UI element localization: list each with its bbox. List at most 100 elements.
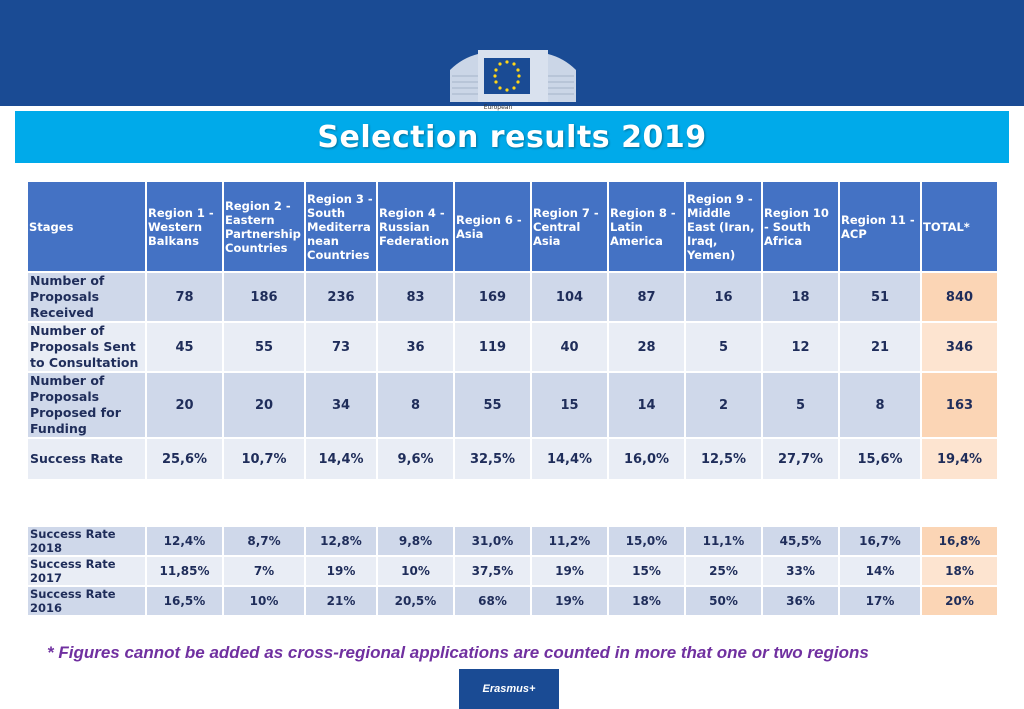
table-cell: 14,4% [306, 439, 376, 479]
table-cell: 8 [840, 373, 920, 437]
table-cell: 45,5% [763, 527, 838, 555]
table-cell: 11,1% [686, 527, 761, 555]
total-cell: 16,8% [922, 527, 997, 555]
column-header: Region 4 - Russian Federation [378, 182, 453, 271]
total-cell: 840 [922, 273, 997, 321]
table-cell: 104 [532, 273, 607, 321]
table-row: Success Rate 2017 11,85% 7% 19% 10% 37,5… [28, 557, 997, 585]
table-cell: 14,4% [532, 439, 607, 479]
table-cell: 11,2% [532, 527, 607, 555]
table-cell: 40 [532, 323, 607, 371]
table-cell: 5 [686, 323, 761, 371]
table-cell: 16,5% [147, 587, 222, 615]
table-cell: 20,5% [378, 587, 453, 615]
total-cell: 20% [922, 587, 997, 615]
column-header: Region 11 - ACP [840, 182, 920, 271]
table-cell: 5 [763, 373, 838, 437]
table-cell: 78 [147, 273, 222, 321]
table-cell: 87 [609, 273, 684, 321]
table-cell: 15 [532, 373, 607, 437]
column-header: Region 2 - Eastern Partnership Countries [224, 182, 304, 271]
column-header: Region 7 - Central Asia [532, 182, 607, 271]
table-cell: 169 [455, 273, 530, 321]
column-header: Region 8 - Latin America [609, 182, 684, 271]
total-cell: 163 [922, 373, 997, 437]
row-label: Number of Proposals Proposed for Funding [28, 373, 145, 437]
table-cell: 68% [455, 587, 530, 615]
table-cell: 51 [840, 273, 920, 321]
table-cell: 19% [532, 557, 607, 585]
table-cell: 16 [686, 273, 761, 321]
european-commission-logo-icon [450, 50, 576, 102]
table-cell: 36 [378, 323, 453, 371]
erasmus-plus-badge: Erasmus+ [459, 669, 559, 709]
total-cell: 18% [922, 557, 997, 585]
table-cell: 16,0% [609, 439, 684, 479]
table-cell: 15% [609, 557, 684, 585]
table-cell: 9,6% [378, 439, 453, 479]
row-label: Success Rate [28, 439, 145, 479]
historical-success-rates-table: Success Rate 2018 12,4% 8,7% 12,8% 9,8% … [26, 525, 999, 617]
table-cell: 12 [763, 323, 838, 371]
table-cell: 16,7% [840, 527, 920, 555]
table-cell: 20 [224, 373, 304, 437]
table-cell: 12,4% [147, 527, 222, 555]
table-cell: 28 [609, 323, 684, 371]
table-cell: 18 [763, 273, 838, 321]
table-cell: 9,8% [378, 527, 453, 555]
table-cell: 8,7% [224, 527, 304, 555]
table-cell: 21 [840, 323, 920, 371]
column-header: Region 6 - Asia [455, 182, 530, 271]
table-cell: 83 [378, 273, 453, 321]
table-cell: 45 [147, 323, 222, 371]
title-banner: Selection results 2019 [15, 111, 1009, 163]
table-cell: 10% [378, 557, 453, 585]
brand-label: Erasmus+ [482, 683, 536, 695]
table-cell: 73 [306, 323, 376, 371]
total-cell: 346 [922, 323, 997, 371]
table-cell: 10,7% [224, 439, 304, 479]
table-cell: 8 [378, 373, 453, 437]
table-cell: 236 [306, 273, 376, 321]
table-cell: 10% [224, 587, 304, 615]
table-row: Number of Proposals Sent to Consultation… [28, 323, 997, 371]
table-cell: 50% [686, 587, 761, 615]
column-header: Region 1 - Western Balkans [147, 182, 222, 271]
table-row: Success Rate 2018 12,4% 8,7% 12,8% 9,8% … [28, 527, 997, 555]
table-cell: 37,5% [455, 557, 530, 585]
selection-results-table: Stages Region 1 - Western Balkans Region… [26, 180, 999, 481]
table-cell: 19% [532, 587, 607, 615]
table-header-row: Stages Region 1 - Western Balkans Region… [28, 182, 997, 271]
table-cell: 186 [224, 273, 304, 321]
column-header: Region 10 - South Africa [763, 182, 838, 271]
page-title: Selection results 2019 [317, 119, 707, 155]
table-cell: 2 [686, 373, 761, 437]
column-header: Region 9 - Middle East (Iran, Iraq, Yeme… [686, 182, 761, 271]
table-row: Number of Proposals Proposed for Funding… [28, 373, 997, 437]
row-label: Number of Proposals Received [28, 273, 145, 321]
table-cell: 15,6% [840, 439, 920, 479]
table-cell: 55 [224, 323, 304, 371]
table-cell: 7% [224, 557, 304, 585]
table-cell: 12,8% [306, 527, 376, 555]
table-cell: 119 [455, 323, 530, 371]
total-column-header: TOTAL* [922, 182, 997, 271]
table-cell: 19% [306, 557, 376, 585]
row-label: Success Rate 2018 [28, 527, 145, 555]
table-cell: 14 [609, 373, 684, 437]
table-cell: 31,0% [455, 527, 530, 555]
row-label: Success Rate 2016 [28, 587, 145, 615]
table-row: Number of Proposals Received 78 186 236 … [28, 273, 997, 321]
table-cell: 21% [306, 587, 376, 615]
table-cell: 11,85% [147, 557, 222, 585]
table-cell: 32,5% [455, 439, 530, 479]
total-cell: 19,4% [922, 439, 997, 479]
table-cell: 18% [609, 587, 684, 615]
table-cell: 36% [763, 587, 838, 615]
table-cell: 33% [763, 557, 838, 585]
table-cell: 34 [306, 373, 376, 437]
table-cell: 17% [840, 587, 920, 615]
footnote: * Figures cannot be added as cross-regio… [47, 643, 869, 662]
row-label: Success Rate 2017 [28, 557, 145, 585]
table-row: Success Rate 2016 16,5% 10% 21% 20,5% 68… [28, 587, 997, 615]
